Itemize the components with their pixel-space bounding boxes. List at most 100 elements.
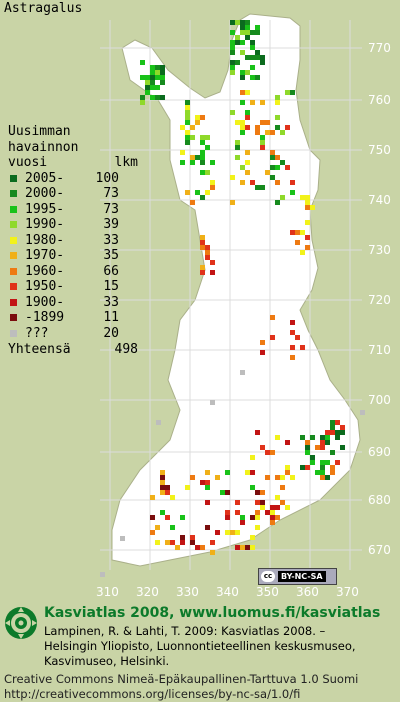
occurrence-cell (260, 340, 265, 345)
occurrence-cell (250, 535, 255, 540)
occurrence-cell (155, 525, 160, 530)
legend-row: 1900- 33 (8, 295, 138, 311)
occurrence-cell (285, 505, 290, 510)
occurrence-cell (165, 515, 170, 520)
occurrence-cell (240, 20, 245, 25)
license-line[interactable]: http://creativecommons.org/licenses/by-n… (4, 686, 301, 701)
legend: Uusimman havainnon vuosi lkm 2005- 100 200… (8, 124, 138, 358)
y-tick-label: 740 (368, 193, 391, 207)
occurrence-cell (340, 430, 345, 435)
occurrence-cell (230, 200, 235, 205)
occurrence-cell (190, 125, 195, 130)
occurrence-cell (270, 520, 275, 525)
y-tick-label: 700 (368, 393, 391, 407)
occurrence-cell (200, 140, 205, 145)
occurrence-cell (290, 190, 295, 195)
y-tick-label: 680 (368, 493, 391, 507)
occurrence-cell (260, 120, 265, 125)
occurrence-cell (150, 530, 155, 535)
occurrence-cell (155, 95, 160, 100)
occurrence-cell (260, 445, 265, 450)
legend-header-line-2: havainnon (8, 139, 79, 155)
occurrence-cell (240, 25, 245, 30)
occurrence-cell (255, 185, 260, 190)
occurrence-cell (260, 185, 265, 190)
occurrence-cell (235, 40, 240, 45)
occurrence-cell (210, 550, 215, 555)
occurrence-cell (230, 40, 235, 45)
occurrence-cell (270, 150, 275, 155)
occurrence-cell (230, 60, 235, 65)
cc-license-badge[interactable]: cc BY-NC-SA (258, 568, 337, 585)
legend-swatch (10, 298, 17, 306)
occurrence-cell (250, 45, 255, 50)
distribution-map: 770 760 750 740 730 720 710 700 690 680 670 310 320… (96, 13, 391, 599)
occurrence-cell (200, 235, 205, 240)
legend-year: 1900- (25, 294, 65, 310)
occurrence-cell (160, 510, 165, 515)
occurrence-cell (250, 40, 255, 45)
occurrence-cell (185, 140, 190, 145)
occurrence-cell (270, 510, 275, 515)
citation: Lampinen, R. & Lahti, T. 2009: Kasviatla… (44, 624, 356, 669)
occurrence-cell (305, 445, 310, 450)
occurrence-cell (335, 460, 340, 465)
occurrence-cell (285, 165, 290, 170)
occurrence-cell (185, 120, 190, 125)
occurrence-cell (190, 200, 195, 205)
occurrence-cell (230, 30, 235, 35)
legend-swatch (10, 267, 17, 275)
occurrence-cell (205, 255, 210, 260)
occurrence-cell (270, 450, 275, 455)
x-tick-label: 330 (176, 585, 199, 599)
occurrence-cell (250, 515, 255, 520)
legend-swatch (10, 174, 17, 182)
legend-count: 66 (103, 263, 119, 279)
occurrence-cell (225, 530, 230, 535)
occurrence-cell (275, 100, 280, 105)
occurrence-cell (285, 470, 290, 475)
occurrence-cell (140, 60, 145, 65)
occurrence-cell (290, 90, 295, 95)
occurrence-cell (295, 230, 300, 235)
legend-count: 11 (103, 310, 119, 325)
occurrence-cell (185, 485, 190, 490)
y-tick-label: 770 (368, 41, 391, 55)
occurrence-cell (305, 195, 310, 200)
occurrence-cell (190, 535, 195, 540)
occurrence-cell (180, 535, 185, 540)
occurrence-cell (205, 245, 210, 250)
occurrence-cell (185, 135, 190, 140)
occurrence-cell (200, 480, 205, 485)
occurrence-cell (145, 80, 150, 85)
occurrence-cell (250, 30, 255, 35)
occurrence-cell (205, 485, 210, 490)
occurrence-cell (275, 180, 280, 185)
occurrence-cell (235, 545, 240, 550)
occurrence-cell (160, 475, 165, 480)
occurrence-cell (250, 455, 255, 460)
legend-swatch (10, 190, 17, 198)
legend-total-count: 498 (114, 342, 138, 357)
occurrence-cell (205, 250, 210, 255)
occurrence-cell (320, 440, 325, 445)
legend-year: 1970- (25, 248, 65, 263)
occurrence-cell (255, 525, 260, 530)
occurrence-cell (275, 435, 280, 440)
occurrence-cell (200, 170, 205, 175)
occurrence-cell (235, 140, 240, 145)
legend-row: 1990- 39 (8, 217, 138, 233)
occurrence-cell (205, 500, 210, 505)
x-tick-label: 340 (216, 585, 239, 599)
occurrence-cell (245, 25, 250, 30)
occurrence-cell (150, 495, 155, 500)
occurrence-cell (320, 445, 325, 450)
license-line: Creative Commons Nimeä-Epäkaupallinen-Ta… (4, 672, 359, 686)
occurrence-cell (290, 230, 295, 235)
cc-icon: cc (261, 571, 275, 582)
occurrence-cell (335, 435, 340, 440)
legend-swatch (10, 329, 17, 337)
occurrence-cell (190, 135, 195, 140)
occurrence-cell (290, 320, 295, 325)
occurrence-cell (155, 85, 160, 90)
